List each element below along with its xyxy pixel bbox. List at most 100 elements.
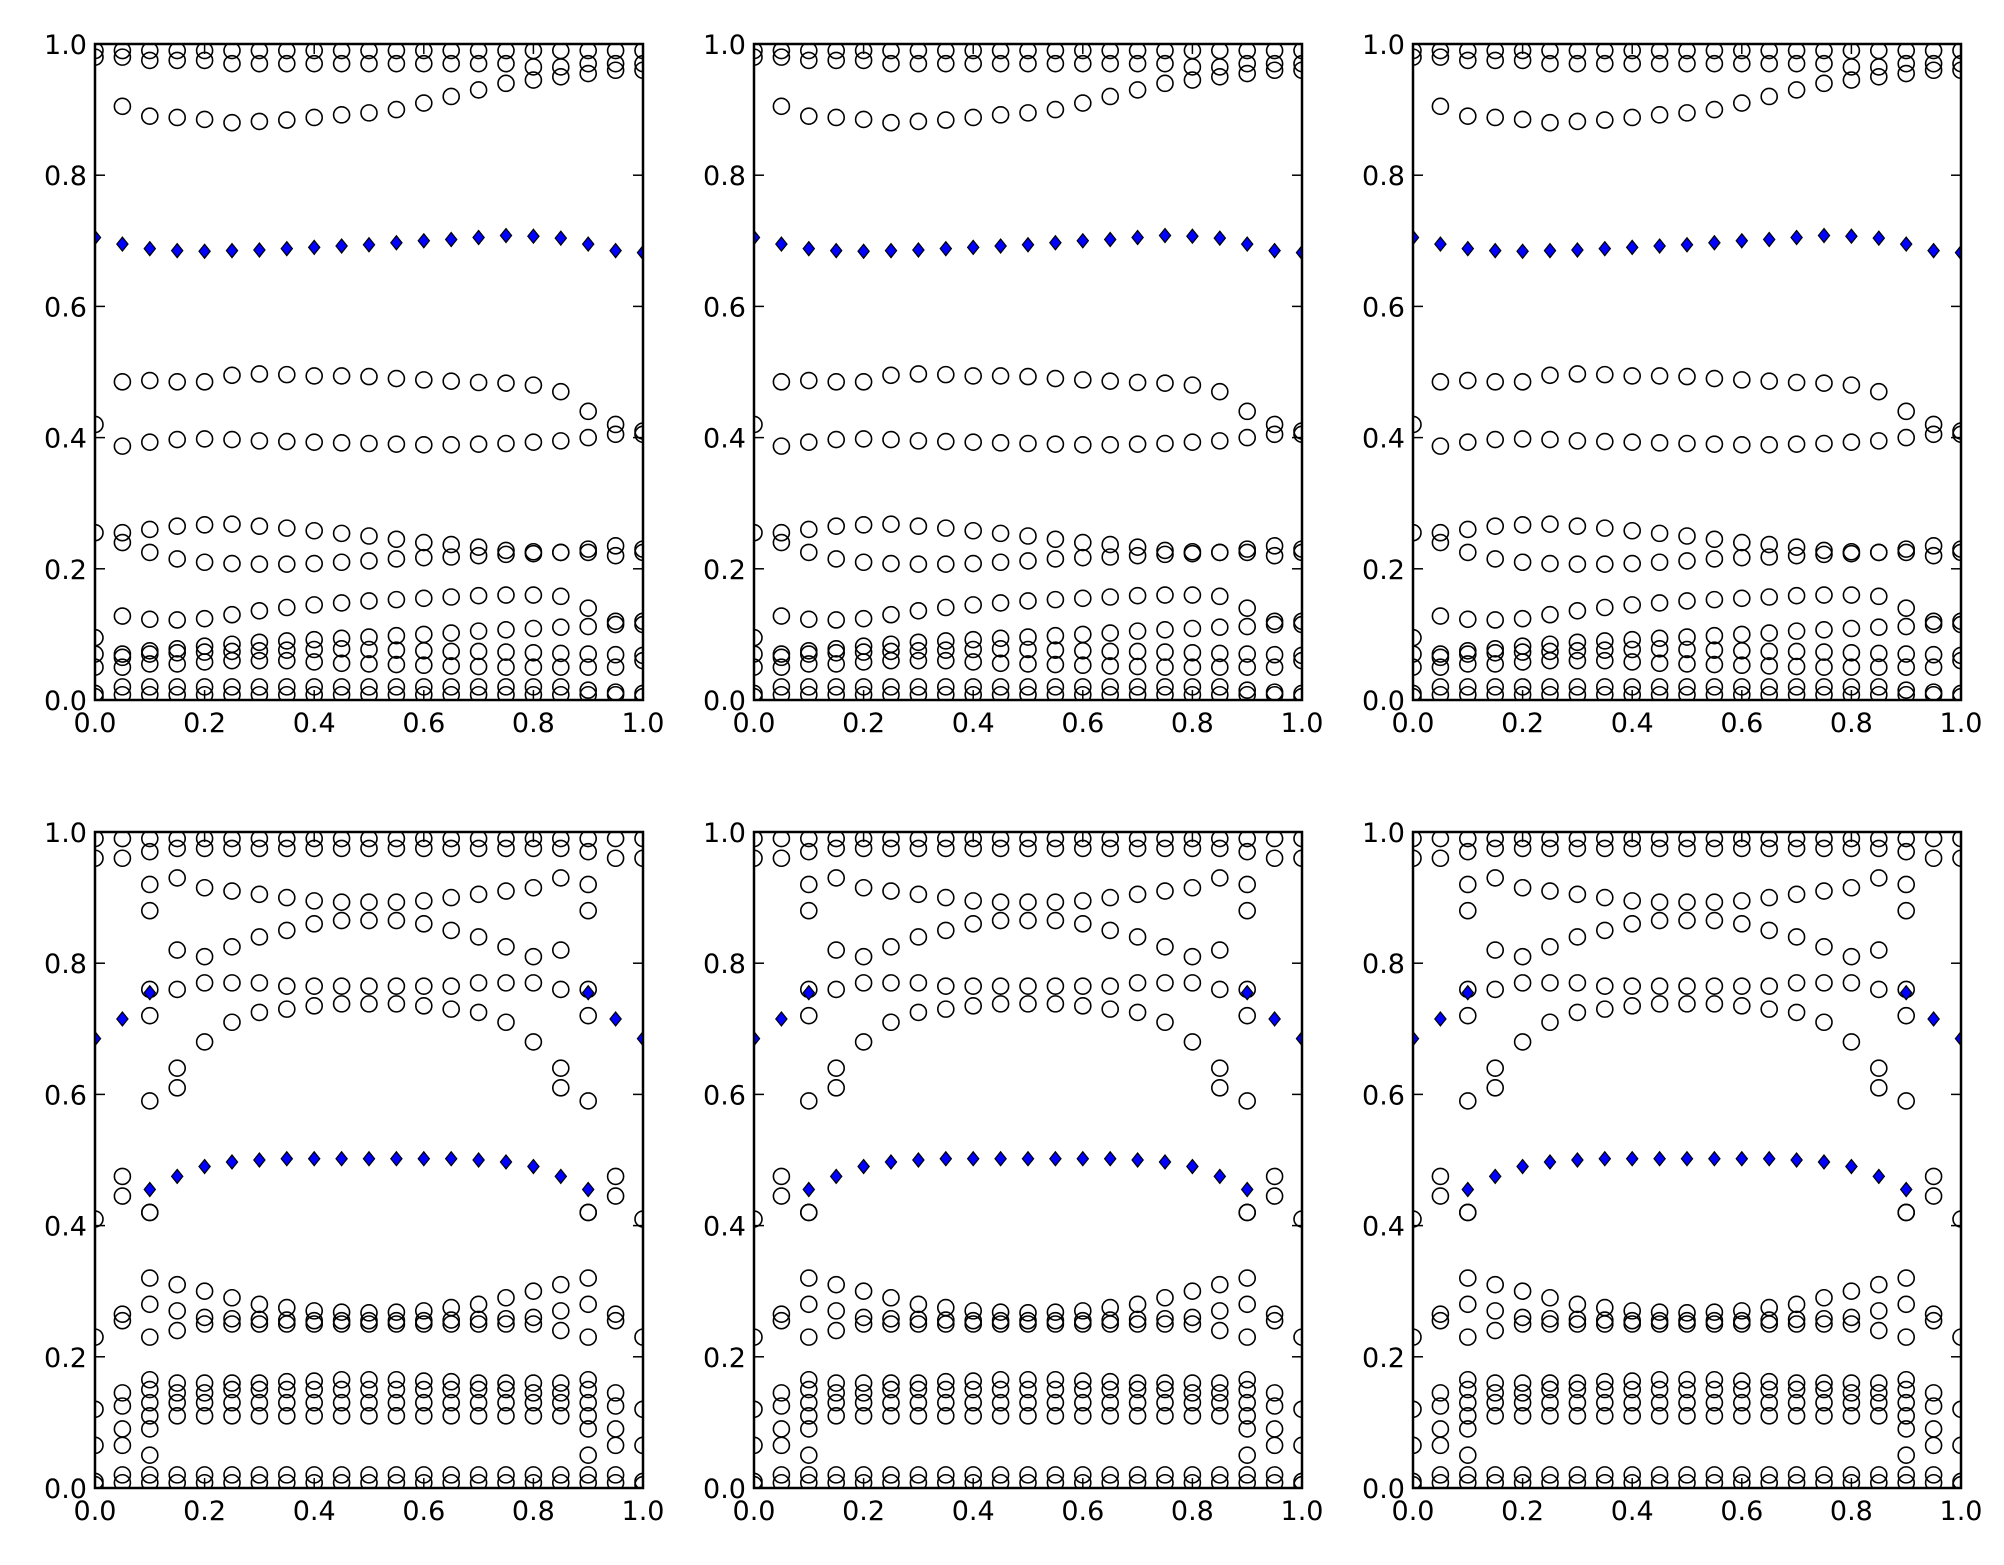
eigenvalue-point xyxy=(1787,832,1806,848)
eigenvalue-point xyxy=(442,372,461,390)
eigenvalue-point xyxy=(1650,524,1669,543)
eigenvalue-point xyxy=(799,1328,818,1346)
eigenvalue-point xyxy=(1952,44,1961,60)
eigenvalue-point xyxy=(579,44,597,60)
eigenvalue-point xyxy=(1431,523,1450,542)
eigenvalue-point xyxy=(1486,1407,1504,1425)
eigenvalue-point xyxy=(964,108,983,127)
eigenvalue-point xyxy=(1733,997,1751,1015)
eigenvalue-point xyxy=(606,612,625,631)
axes-frame xyxy=(1411,42,1963,702)
target-point xyxy=(1762,231,1776,248)
eigenvalue-point xyxy=(1568,1374,1587,1392)
eigenvalue-point xyxy=(1074,533,1092,552)
eigenvalue-point xyxy=(991,553,1010,572)
eigenvalue-point xyxy=(1156,545,1174,564)
eigenvalue-point xyxy=(1623,433,1641,451)
eigenvalue-point xyxy=(1870,685,1888,700)
eigenvalue-point xyxy=(332,839,351,858)
eigenvalue-point xyxy=(1413,44,1422,60)
eigenvalue-point xyxy=(360,685,378,700)
eigenvalue-point xyxy=(1760,535,1778,554)
eigenvalue-point xyxy=(1211,980,1229,999)
eigenvalue-point xyxy=(277,555,296,574)
eigenvalue-point xyxy=(1431,533,1450,552)
eigenvalue-point xyxy=(277,1393,296,1412)
target-point xyxy=(1571,1152,1584,1168)
eigenvalue-point xyxy=(442,1298,461,1317)
target-point xyxy=(1790,229,1803,246)
eigenvalue-point xyxy=(1513,947,1532,966)
target-point xyxy=(857,243,870,260)
eigenvalue-point xyxy=(332,1473,351,1488)
x-tick-label: 0.4 xyxy=(1611,708,1654,739)
eigenvalue-point xyxy=(882,1309,900,1328)
target-point xyxy=(1461,240,1475,257)
eigenvalue-point xyxy=(882,1315,900,1333)
eigenvalue-point xyxy=(1952,1400,1961,1419)
eigenvalue-point xyxy=(1650,106,1669,124)
eigenvalue-point xyxy=(1459,543,1477,562)
eigenvalue-point xyxy=(524,71,543,89)
eigenvalue-point xyxy=(524,433,543,451)
eigenvalue-point xyxy=(442,535,461,554)
eigenvalue-point xyxy=(1156,1393,1174,1412)
eigenvalue-point xyxy=(854,1407,873,1425)
eigenvalue-point xyxy=(1568,54,1587,73)
eigenvalue-point xyxy=(168,1393,186,1412)
y-tick-label: 0.4 xyxy=(1362,1212,1405,1243)
eigenvalue-point xyxy=(250,54,269,73)
eigenvalue-point xyxy=(827,643,846,662)
eigenvalue-point xyxy=(332,685,351,700)
x-tick-label: 0.8 xyxy=(512,708,555,739)
target-point xyxy=(170,1168,184,1185)
eigenvalue-point xyxy=(387,1393,406,1412)
eigenvalue-point xyxy=(1870,58,1888,76)
eigenvalue-point xyxy=(1952,849,1961,868)
eigenvalue-point xyxy=(1541,113,1559,132)
target-point xyxy=(884,242,898,259)
eigenvalue-point xyxy=(387,550,406,568)
eigenvalue-point xyxy=(1568,678,1587,696)
eigenvalue-point xyxy=(772,648,791,667)
eigenvalue-point xyxy=(1019,367,1037,386)
target-point xyxy=(1240,236,1254,253)
eigenvalue-point xyxy=(195,430,214,448)
eigenvalue-point xyxy=(964,640,983,659)
eigenvalue-point xyxy=(1568,974,1587,992)
eigenvalue-point xyxy=(1678,685,1696,700)
target-point xyxy=(335,238,348,255)
eigenvalue-point xyxy=(827,655,846,673)
x-tick-label: 1.0 xyxy=(622,708,665,739)
eigenvalue-point xyxy=(1842,839,1861,858)
eigenvalue-point xyxy=(1541,1380,1559,1399)
eigenvalue-point xyxy=(991,106,1010,124)
target-point xyxy=(1598,240,1612,257)
x-tick-label: 0.8 xyxy=(1830,1496,1873,1527)
eigenvalue-point xyxy=(305,640,324,659)
eigenvalue-point xyxy=(168,941,186,959)
eigenvalue-point xyxy=(1486,1321,1504,1340)
eigenvalue-point xyxy=(1238,1473,1256,1488)
eigenvalue-point xyxy=(195,1308,214,1327)
eigenvalue-point xyxy=(1019,592,1037,610)
eigenvalue-point xyxy=(469,678,488,696)
target-point xyxy=(1845,1158,1858,1175)
eigenvalue-point xyxy=(1815,974,1833,992)
eigenvalue-point xyxy=(754,415,763,434)
eigenvalue-point xyxy=(1787,435,1806,453)
target-point xyxy=(1598,1150,1612,1167)
eigenvalue-point xyxy=(854,1033,873,1051)
eigenvalue-point xyxy=(168,832,186,848)
eigenvalue-point xyxy=(1074,832,1092,848)
eigenvalue-point xyxy=(1623,1372,1641,1390)
eigenvalue-point xyxy=(497,678,515,696)
eigenvalue-point xyxy=(1431,1187,1450,1205)
eigenvalue-point xyxy=(1211,587,1229,606)
eigenvalue-point xyxy=(606,1466,625,1484)
eigenvalue-point xyxy=(250,678,269,696)
x-tick-label: 0.6 xyxy=(402,1496,445,1527)
eigenvalue-point xyxy=(1678,893,1696,911)
eigenvalue-point xyxy=(882,651,900,670)
eigenvalue-point xyxy=(387,641,406,659)
